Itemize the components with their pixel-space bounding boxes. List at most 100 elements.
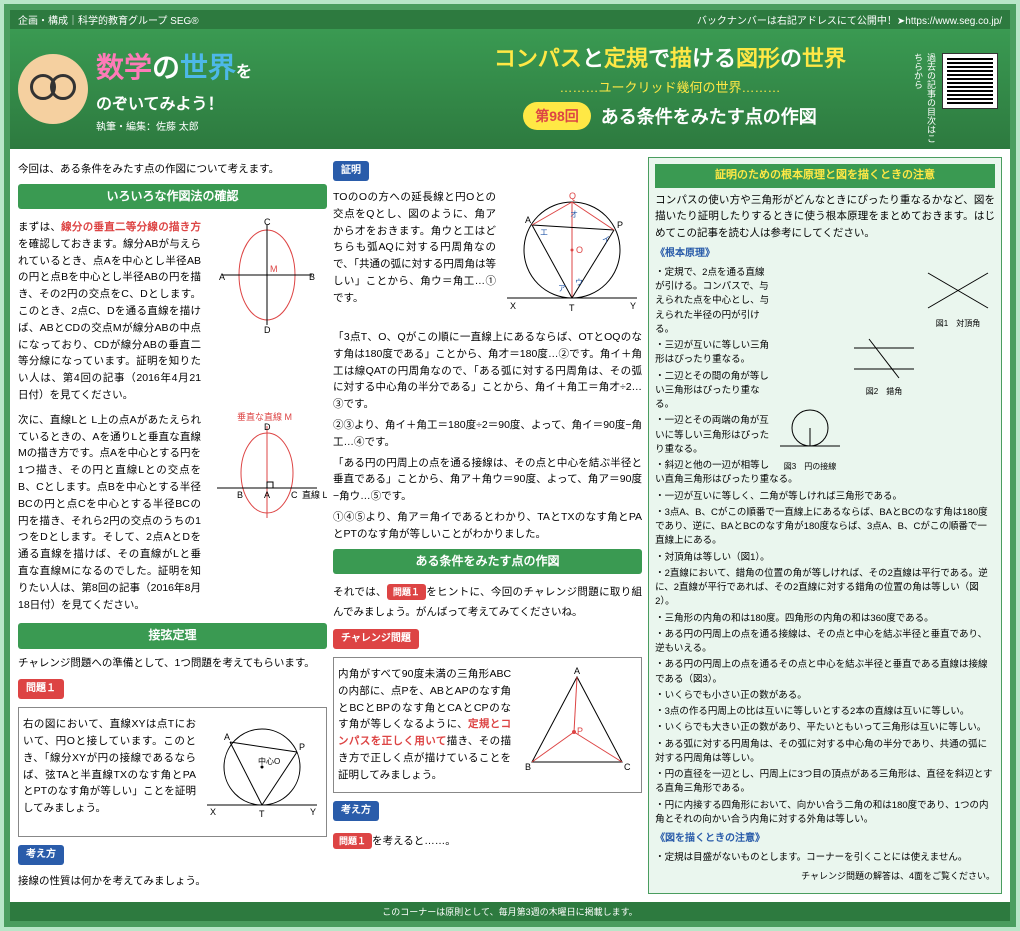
svg-text:Y: Y [630,301,636,311]
svg-text:P: P [617,220,623,230]
badge-challenge: チャレンジ問題 [333,629,419,649]
svg-text:A: A [264,490,270,500]
qr-note: 過去の記事の目次はこちらから [912,53,938,149]
svg-text:エ: エ [540,228,548,237]
svg-text:垂直な直線 M: 垂直な直線 M [237,411,292,422]
para-6: それでは、問題１をヒントに、今回のチャレンジ問題に取り組んでみましょう。がんばっ… [333,580,642,621]
col3-intro: コンパスの使い方や三角形がどんなときにぴったり重なるかなど、図を描いたり証明した… [655,192,995,242]
list-item: ・3点の作る円周上の比は互いに等しいとする2本の直線は互いに等しい。 [655,705,995,719]
badge-think2: 考え方 [333,801,379,821]
list-item: ・円の直径を一辺とし、円周上に3つ目の頂点がある三角形は、直径を斜辺とする直角三… [655,768,995,797]
proof-p3: ②③より、角イ＋角工＝180度÷2＝90度、よって、角イ＝90度−角工…④です。 [333,417,642,451]
list-item: ・三角形の内角の和は180度。四角形の内角の和は360度である。 [655,612,995,626]
episode-badge: 第98回 [523,102,591,130]
figure-challenge: ABCP [517,662,637,782]
para-3: チャレンジ問題への準備として、1つ問題を考えてもらいます。 [18,655,327,672]
theme-title: コンパスと定規で描ける図形の世界 [342,41,998,73]
list-item: ・円に内接する四角形において、向かい合う二角の和は180度であり、1つの内角とそ… [655,799,995,828]
list-item: ・ある円の円周上の点を通る接線は、その点と中心を結ぶ半径と垂直であり、逆もいえる… [655,628,995,657]
svg-text:A: A [525,215,531,225]
list-item: ・いくらでも大きい正の数があり、平たいともいって三角形は互いに等しい。 [655,721,995,735]
badge-problem1: 問題１ [18,679,64,699]
section-h1: いろいろな作図法の確認 [18,184,327,209]
problem1-box: 右の図において、直線XYは点Tにおいて、円Oと接しています。このとき、「線分XY… [18,707,327,837]
badge-think1: 考え方 [18,845,64,865]
principles-list: ・定規で、2点を通る直線が引ける。コンパスで、与えられた点を中心とし、与えられた… [655,266,995,827]
svg-text:P: P [299,742,305,752]
series-title: 数学の世界を [96,46,252,86]
proof-p1: TOのOの方への延長線と円Oとの交点をQとし、図のように、角アから才をおきます。… [333,189,496,307]
list-item: ・ある弧に対する円周角は、その弧に対する中心角の半分であり、共通の弧に対する円周… [655,738,995,767]
figure-perpendicular: 垂直な直線 M直線 LBACD [207,408,327,528]
svg-text:B: B [525,762,531,772]
header-left: 数学の世界を のぞいてみよう！ 執筆・編集：佐藤 太郎 [18,37,338,141]
list-item: ・いくらでも小さい正の数がある。 [655,689,995,703]
svg-text:B: B [237,490,243,500]
caution-list: ・定規は目盛がないものとします。コーナーを引くことには使えません。 [655,851,995,865]
sub-theme: ………ユークリッド幾何の世界……… [342,77,998,96]
svg-text:オ: オ [570,210,578,219]
episode-title: ある条件をみたす点の作図 [601,103,817,129]
answer-note: チャレンジ問題の解答は、4面をご覧ください。 [655,869,995,883]
svg-text:ア: ア [558,284,566,293]
footer: このコーナーは原則として、毎月第3週の木曜日に掲載します。 [10,902,1010,921]
list-item: ・2直線において、錯角の位置の角が等しければ、その2直線は平行である。逆に、2直… [655,567,995,610]
svg-text:直線 L: 直線 L [302,489,327,500]
header-right: コンパスと定規で描ける図形の世界 ………ユークリッド幾何の世界……… 第98回 … [338,37,1002,141]
svg-text:M: M [270,264,278,274]
column-3: 証明のための根本原理と図を描くときの注意 コンパスの使い方や三角形がどんなときに… [648,157,1002,894]
avatar-icon [18,54,88,124]
list-item: ・定規は目盛がないものとします。コーナーを引くことには使えません。 [655,851,995,865]
episode-row: 第98回 ある条件をみたす点の作図 [342,102,998,130]
qr-code-icon [942,53,998,109]
intro: 今回は、ある条件をみたす点の作図について考えます。 [18,161,327,178]
list-item: ・三辺が互いに等しい三角形はぴったり重なる。 [655,339,995,368]
fig-wrap-2: 次に、直線Lと L上の点Aがあたえられているときの、Aを通りLと垂直な直線Mの描… [18,408,327,618]
header: 数学の世界を のぞいてみよう！ 執筆・編集：佐藤 太郎 コンパスと定規で描ける図… [10,29,1010,149]
header-top: 企画・構成｜科学的教育グループ SEG® バックナンバーは右記アドレスにて公開中… [10,10,1010,29]
svg-text:C: C [291,490,298,500]
section-h4: 証明のための根本原理と図を描くときの注意 [655,164,995,188]
svg-text:A: A [574,666,580,676]
svg-text:T: T [259,809,265,819]
svg-text:中心O: 中心O [258,756,280,766]
fig-wrap-1: まずは、線分の垂直二等分線の描き方を確認しておきます。線分ABが与えられていると… [18,215,327,408]
sub-h1: 《根本原理》 [655,246,995,262]
svg-text:T: T [569,303,575,313]
proof-wrap: TOのOの方への延長線と円Oとの交点をQとし、図のように、角アから才をおきます。… [333,185,642,325]
proof-p5: ①④⑤より、角ア＝角イであるとわかり、TAとTXのなす角とPAとPTのなす角が等… [333,509,642,543]
svg-text:C: C [264,217,271,227]
figure-proof: XYTOQAPアウイエオ [502,185,642,325]
proof-p2: 「3点T、O、Qがこの順に一直線上にあるならば、OTとOQのなす角は180度であ… [333,329,642,413]
svg-text:O: O [576,245,583,255]
columns: 今回は、ある条件をみたす点の作図について考えます。 いろいろな作図法の確認 まず… [10,149,1010,902]
mini-fig-2: 図2 錯角 [849,336,919,396]
mini-fig-3: 図3 円の接線 [775,406,845,466]
column-2: 証明 TOのOの方への延長線と円Oとの交点をQとし、図のように、角アから才をおき… [333,157,642,894]
svg-text:A: A [224,732,230,742]
svg-text:X: X [210,807,216,817]
author: 執筆・編集：佐藤 太郎 [96,118,252,133]
svg-text:Y: Y [310,807,316,817]
list-item: ・一辺が互いに等しく、二角が等しければ三角形である。 [655,490,995,504]
figure-tangent: X Y T 中心O A P [202,712,322,832]
list-item: ・ある円の円周上の点を通るその点と中心を結ぶ半径と垂直である直線は接線である（図… [655,658,995,687]
mini-fig-1: 図1 対頂角 [923,268,993,328]
para-1: まずは、線分の垂直二等分線の描き方を確認しておきます。線分ABが与えられていると… [18,219,201,404]
svg-text:Q: Q [569,191,576,201]
challenge-text: 内角がすべて90度未満の三角形ABCの内部に、点Pを、ABとAPのなす角とBCと… [338,666,511,784]
svg-text:A: A [219,272,225,282]
section-h3: ある条件をみたす点の作図 [333,549,642,574]
column-1: 今回は、ある条件をみたす点の作図について考えます。 いろいろな作図法の確認 まず… [18,157,327,894]
svg-text:D: D [264,325,271,335]
para-4: 右の図において、直線XYは点Tにおいて、円Oと接しています。このとき、「線分XY… [23,716,196,817]
svg-text:B: B [309,272,315,282]
badge-proof: 証明 [333,161,369,181]
list-item: ・3点A、B、Cがこの順番で一直線上にあるならば、BAとBCのなす角は180度で… [655,506,995,549]
svg-text:ウ: ウ [575,278,583,287]
section-h2: 接弦定理 [18,623,327,648]
page: 企画・構成｜科学的教育グループ SEG® バックナンバーは右記アドレスにて公開中… [4,4,1016,927]
svg-text:C: C [624,762,631,772]
svg-text:X: X [510,301,516,311]
series-subtitle: のぞいてみよう！ [96,90,252,114]
